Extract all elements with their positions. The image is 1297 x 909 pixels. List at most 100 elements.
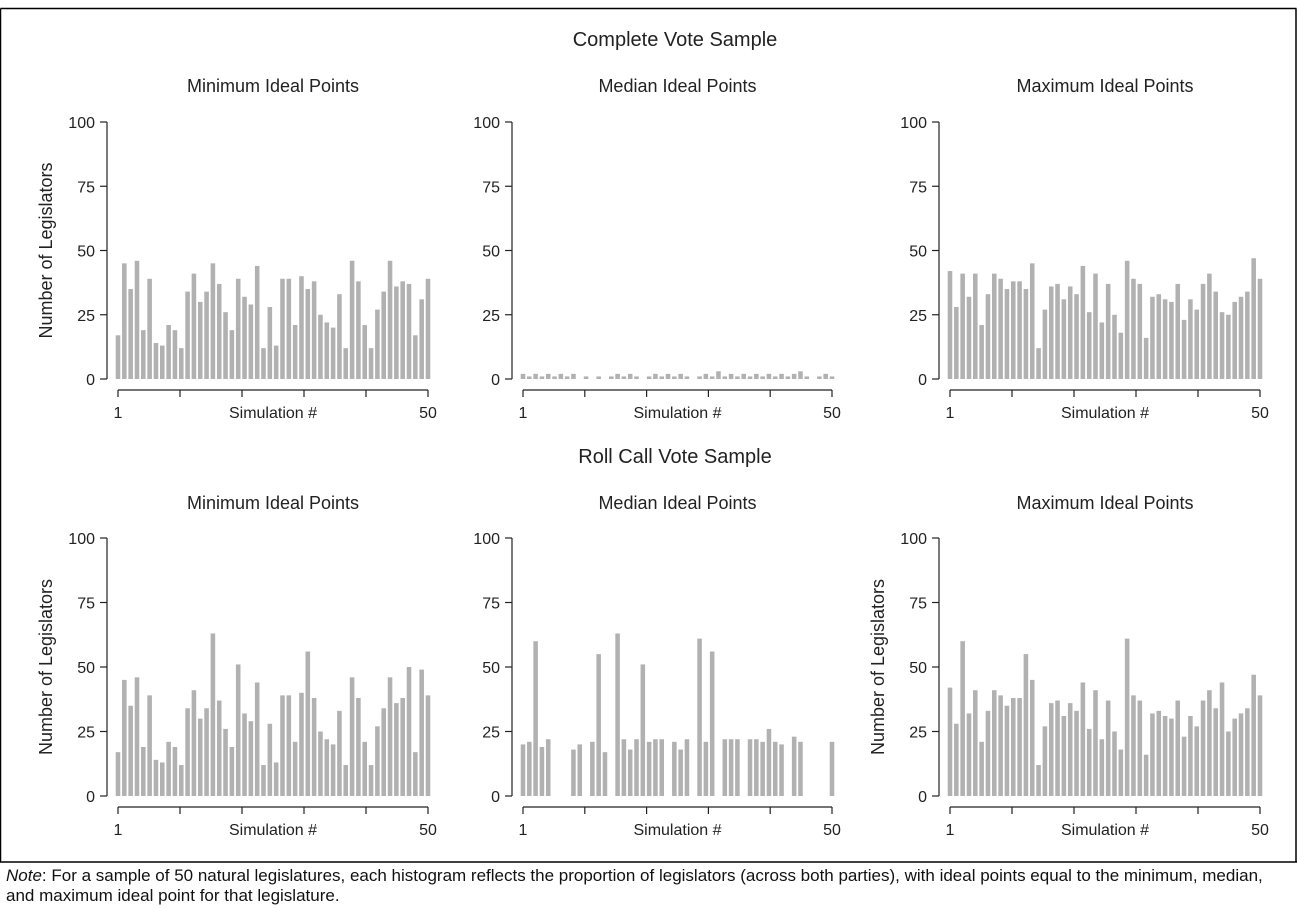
- bar: [1074, 710, 1079, 796]
- bar: [210, 263, 216, 379]
- bar: [1200, 283, 1206, 379]
- y-tick-label: 0: [918, 372, 927, 389]
- bar: [229, 746, 235, 796]
- bar: [337, 294, 342, 379]
- bar: [375, 309, 380, 379]
- bar: [115, 752, 121, 796]
- bar: [653, 373, 658, 379]
- bar: [248, 304, 254, 379]
- panel-title: Maximum Ideal Points: [1016, 76, 1193, 96]
- bar: [330, 327, 336, 379]
- bar: [772, 741, 778, 796]
- bar: [318, 314, 323, 379]
- y-tick-label: 50: [77, 660, 95, 677]
- bar: [1150, 713, 1155, 796]
- bar: [1080, 265, 1086, 379]
- bar: [267, 307, 273, 379]
- y-tick-label: 75: [909, 596, 927, 613]
- bar: [1105, 700, 1111, 796]
- bar: [349, 677, 355, 796]
- y-tick-label: 100: [473, 531, 500, 548]
- bar: [122, 679, 127, 796]
- bar: [960, 273, 965, 379]
- bar: [1036, 765, 1041, 796]
- bar: [299, 276, 304, 379]
- bar: [1118, 332, 1124, 379]
- bar: [1131, 278, 1136, 379]
- bar: [1112, 731, 1117, 796]
- bar: [1086, 728, 1092, 796]
- bar: [1029, 263, 1035, 379]
- panel-title: Maximum Ideal Points: [1016, 493, 1193, 513]
- bar: [640, 664, 646, 796]
- bar: [966, 296, 972, 379]
- bar: [703, 373, 709, 379]
- bar: [1067, 703, 1073, 796]
- bar: [1010, 281, 1016, 379]
- bar: [1188, 716, 1193, 796]
- bar: [368, 348, 374, 379]
- bar: [634, 739, 639, 796]
- bar: [242, 296, 247, 379]
- bar: [1156, 710, 1162, 796]
- bar: [1093, 273, 1098, 379]
- bar: [791, 736, 797, 796]
- bar: [172, 746, 178, 796]
- bar: [709, 376, 715, 379]
- x-tick-label-last: 50: [419, 405, 437, 422]
- bar: [728, 739, 734, 796]
- bar: [1131, 695, 1136, 796]
- bar: [954, 723, 959, 796]
- bar: [1150, 296, 1155, 379]
- bar: [1238, 713, 1244, 796]
- y-axis-title: Number of Legislators: [36, 162, 56, 338]
- bar: [356, 697, 361, 796]
- bar: [659, 376, 665, 379]
- x-tick-label-first: 1: [946, 822, 955, 839]
- y-axis-title: Number of Legislators: [36, 579, 56, 755]
- bar: [722, 376, 728, 379]
- x-tick-label-last: 50: [1251, 405, 1269, 422]
- y-tick-label: 0: [86, 372, 95, 389]
- bar: [577, 744, 583, 796]
- bar: [210, 633, 216, 796]
- bar: [596, 654, 601, 796]
- y-tick-label: 50: [482, 660, 500, 677]
- bar: [1086, 312, 1092, 379]
- bar: [609, 376, 614, 379]
- row-title-2: Roll Call Vote Sample: [578, 446, 771, 468]
- bar: [992, 273, 997, 379]
- bar: [128, 705, 133, 796]
- bar: [520, 373, 526, 379]
- bar: [1124, 638, 1130, 796]
- bar: [1188, 299, 1193, 379]
- bar: [368, 765, 374, 796]
- bar: [646, 376, 652, 379]
- bar: [160, 345, 165, 379]
- bar: [425, 278, 431, 379]
- x-tick-label-last: 50: [823, 405, 841, 422]
- bar: [590, 741, 595, 796]
- bar: [672, 741, 677, 796]
- y-tick-label: 75: [909, 179, 927, 196]
- bar: [615, 373, 620, 379]
- y-tick-label: 50: [909, 244, 927, 261]
- bar: [318, 731, 323, 796]
- bar: [235, 278, 241, 379]
- bar: [406, 667, 412, 796]
- x-tick-label-last: 50: [1251, 822, 1269, 839]
- y-tick-label: 25: [482, 725, 500, 742]
- bar: [147, 278, 152, 379]
- bar: [1036, 348, 1041, 379]
- bar: [191, 690, 197, 796]
- bar: [1219, 312, 1225, 379]
- bar: [1232, 718, 1237, 796]
- bar: [343, 348, 349, 379]
- bar: [1207, 690, 1212, 796]
- bar: [185, 291, 190, 379]
- bar: [653, 739, 658, 796]
- bar: [1061, 299, 1067, 379]
- panel-title: Median Ideal Points: [598, 493, 756, 513]
- bar: [596, 376, 601, 379]
- y-tick-label: 25: [909, 308, 927, 325]
